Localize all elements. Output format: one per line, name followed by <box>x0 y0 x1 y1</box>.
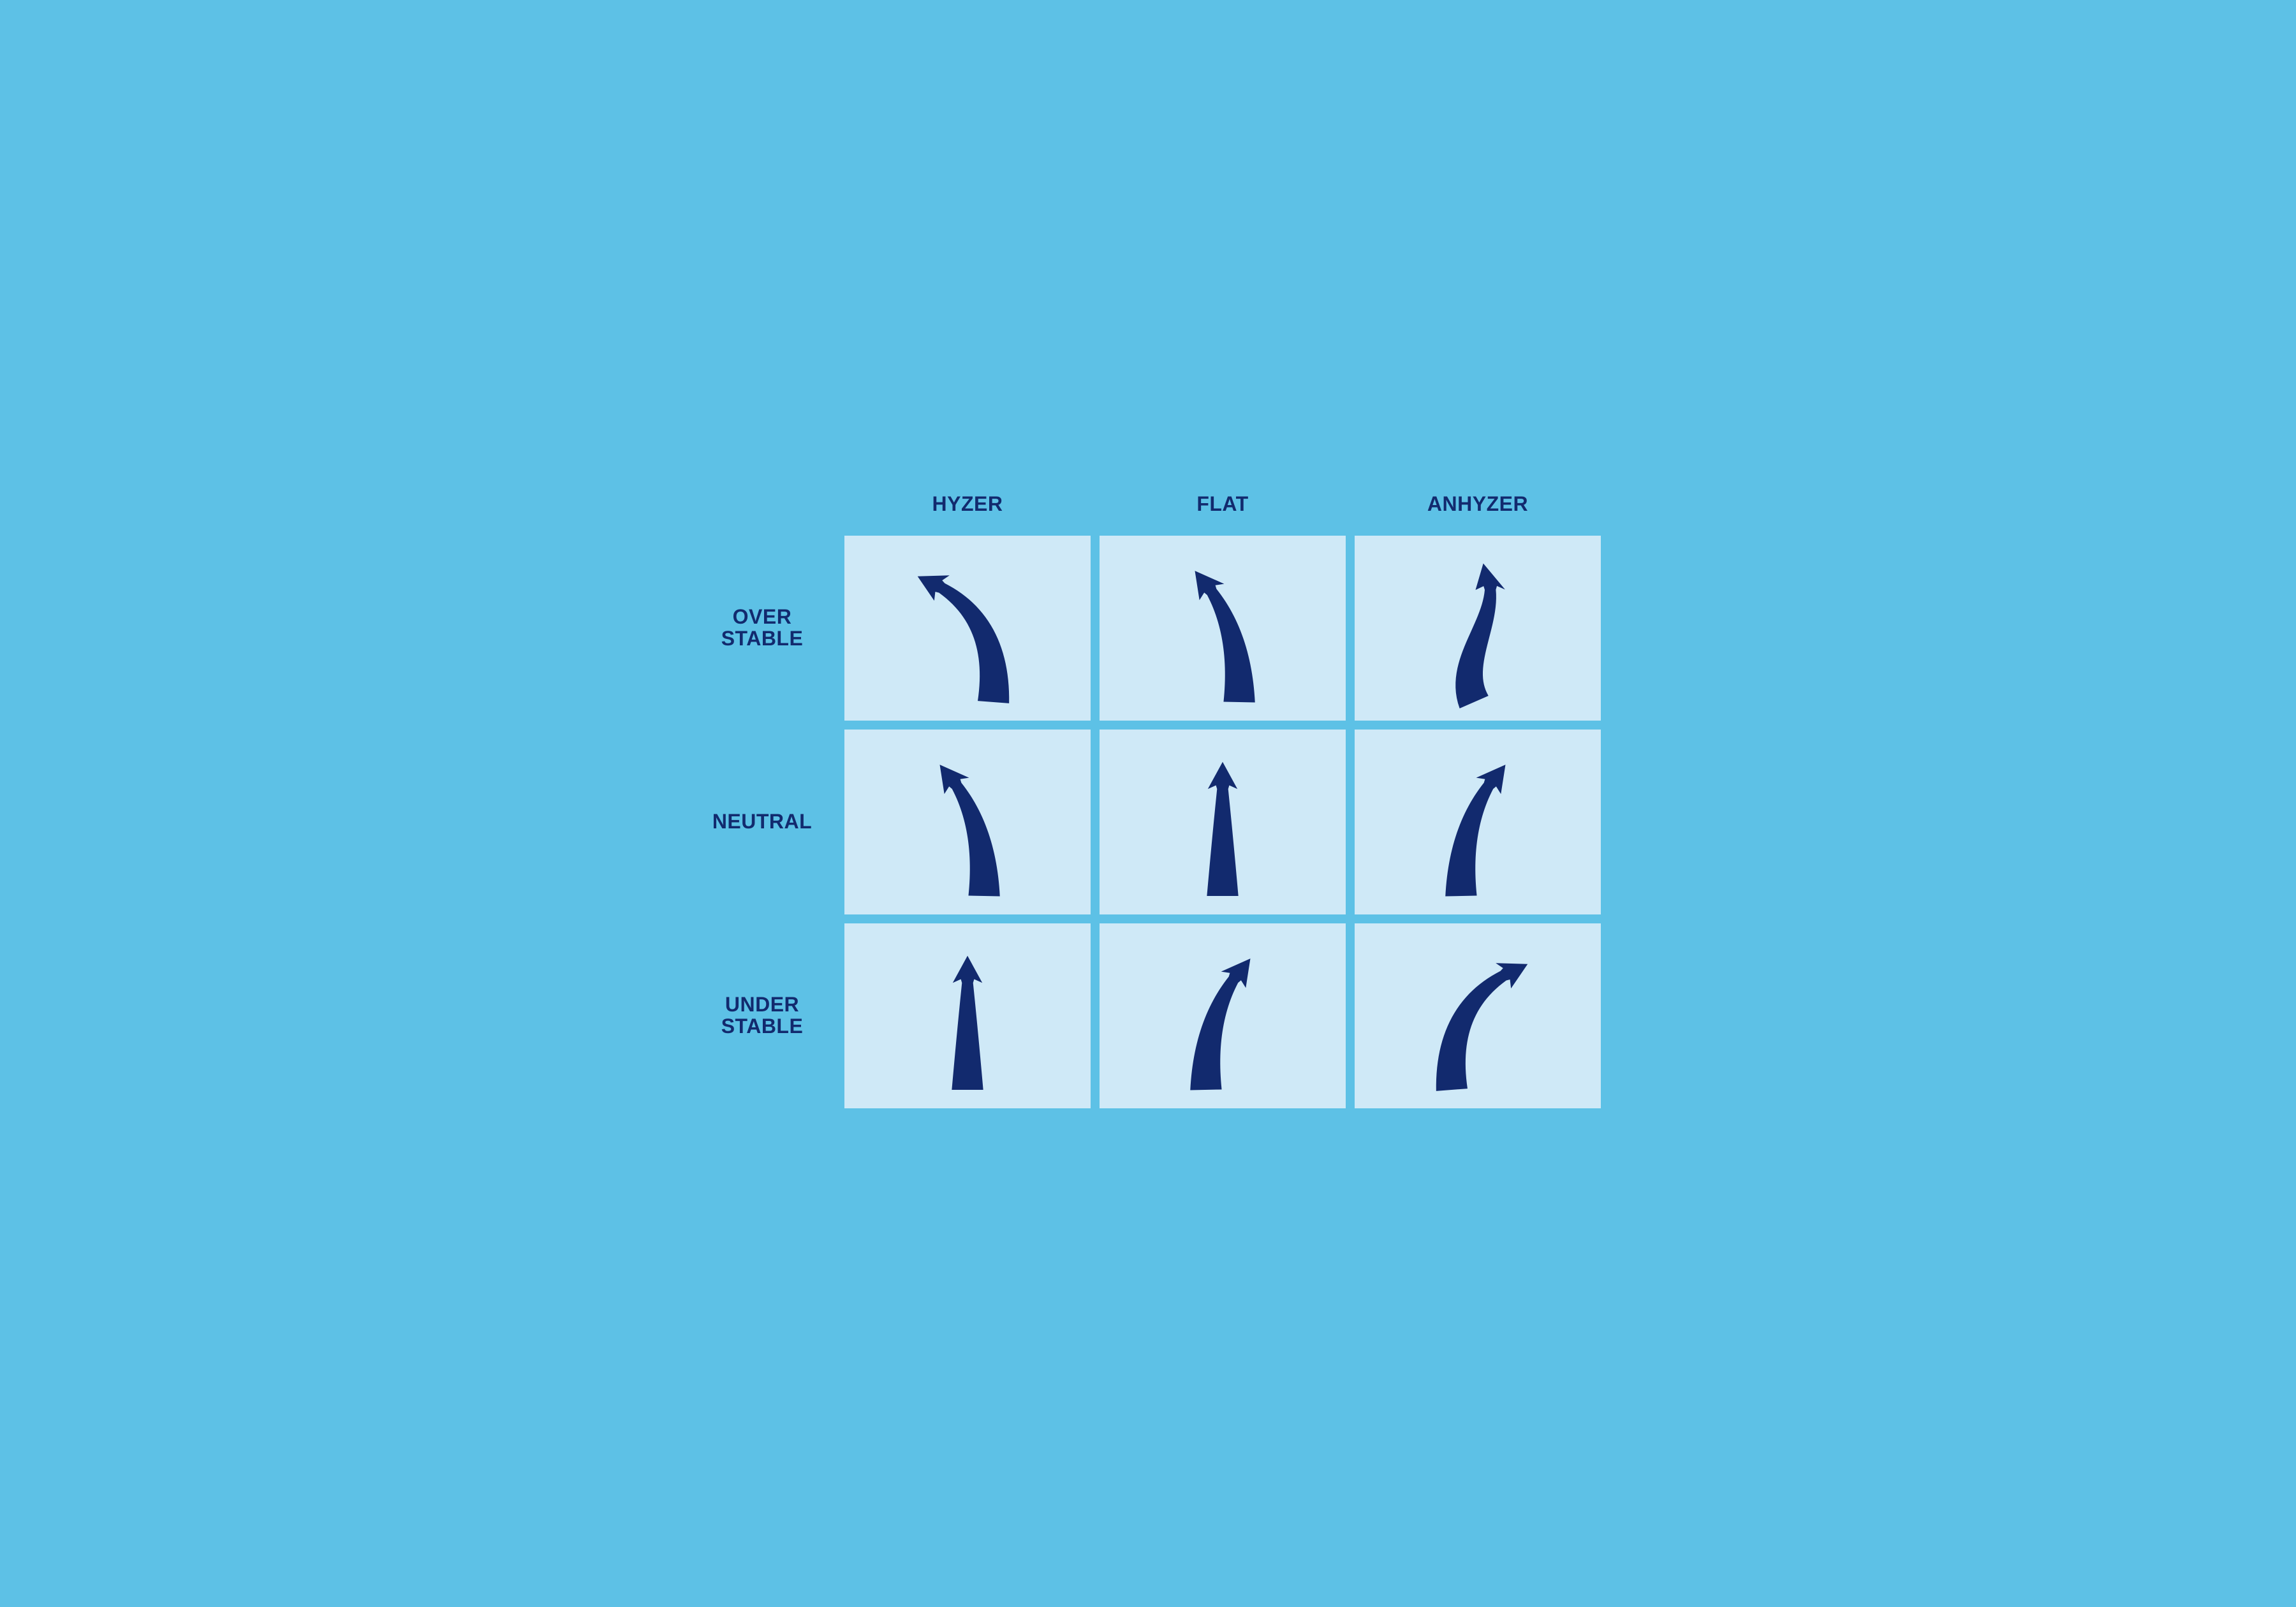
flight-path-icon <box>1100 923 1346 1108</box>
cell-under-flat <box>1100 923 1346 1108</box>
flight-path-icon <box>844 730 1091 914</box>
flight-path-icon <box>844 536 1091 721</box>
grid-container: HYZERFLATANHYZEROVER STABLENEUTRALUNDER … <box>689 482 1596 1108</box>
flight-path-icon <box>1100 730 1346 914</box>
flight-path-icon <box>1100 536 1346 721</box>
disc-flight-chart: HYZERFLATANHYZER OVER STABLENEUTRALUNDER … <box>689 482 1607 1125</box>
row-header-neutral: NEUTRAL <box>689 730 835 914</box>
cell-neutral-flat <box>1100 730 1346 914</box>
cell-over-anhyzer <box>1355 536 1601 721</box>
col-header-hyzer: HYZER <box>844 482 1091 527</box>
cell-over-flat <box>1100 536 1346 721</box>
flight-path-icon <box>1355 730 1601 914</box>
cell-under-hyzer <box>844 923 1091 1108</box>
cell-neutral-anhyzer <box>1355 730 1601 914</box>
flight-path-icon <box>1355 536 1601 721</box>
flight-path-icon <box>844 923 1091 1108</box>
row-header-under: UNDER STABLE <box>689 923 835 1108</box>
row-header-over: OVER STABLE <box>689 536 835 721</box>
corner-spacer <box>689 482 835 527</box>
col-header-anhyzer: ANHYZER <box>1355 482 1601 527</box>
flight-path-icon <box>1355 923 1601 1108</box>
cell-over-hyzer <box>844 536 1091 721</box>
col-header-flat: FLAT <box>1100 482 1346 527</box>
cell-neutral-hyzer <box>844 730 1091 914</box>
cell-under-anhyzer <box>1355 923 1601 1108</box>
